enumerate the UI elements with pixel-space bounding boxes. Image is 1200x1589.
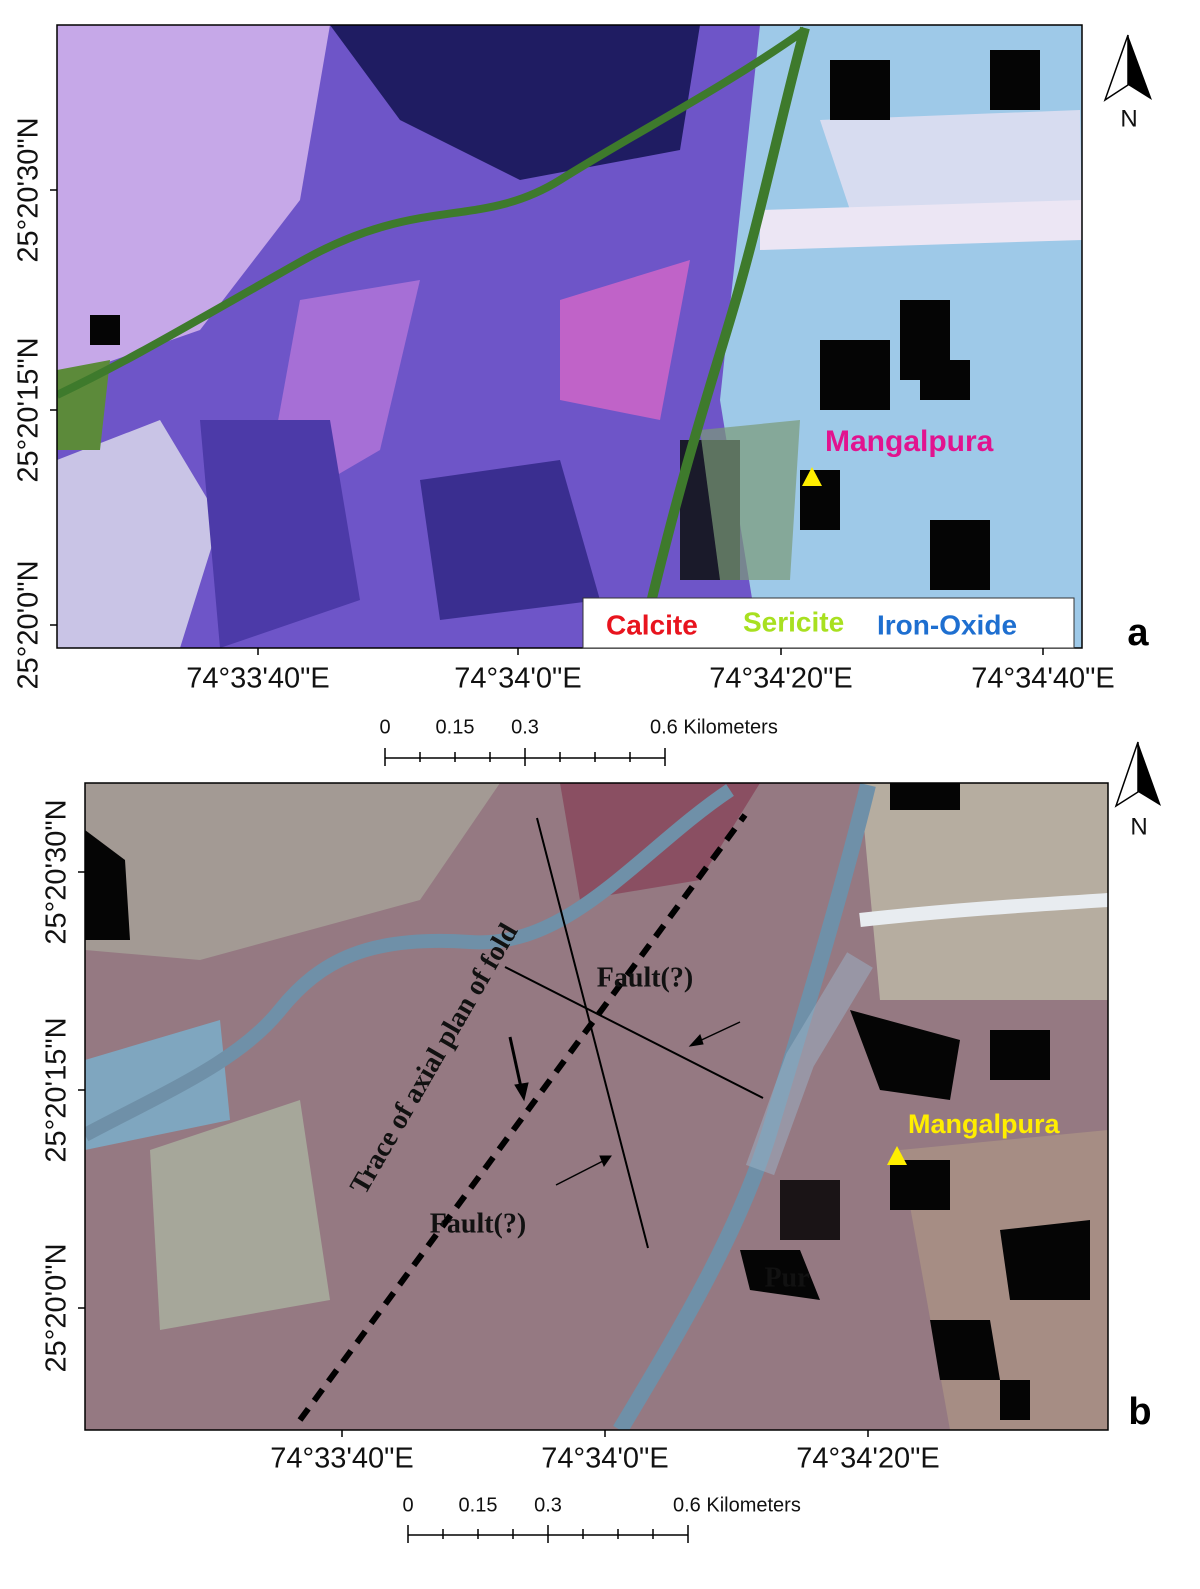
panel-letter: b	[1128, 1391, 1151, 1433]
fault-label: Fault(?)	[430, 1208, 526, 1239]
scale-label: 0.15	[459, 1494, 498, 1516]
lon-label: 74°34'20"E	[709, 663, 853, 695]
place-label: Mangalpura	[825, 425, 994, 458]
fault-line	[504, 966, 764, 1099]
map-frame	[84, 782, 1109, 1431]
scale-label: 0	[402, 1494, 413, 1516]
scale-bar	[384, 748, 666, 766]
lon-label: 74°34'0"E	[454, 663, 581, 695]
legend-item: Calcite	[606, 609, 698, 640]
scale-label: 0.3	[511, 716, 539, 738]
fault-label: Fault(?)	[597, 962, 693, 993]
axis-ticks-b	[78, 871, 869, 1437]
scale-bar	[407, 1525, 689, 1543]
north-arrow	[1103, 34, 1152, 102]
lat-label: 25°20'30"N	[13, 117, 45, 262]
satellite-image-b	[85, 783, 1108, 1430]
place-marker	[887, 1146, 907, 1165]
place-label: Pur	[764, 1262, 809, 1293]
place-label: Mangalpura	[908, 1109, 1061, 1139]
legend-item: Sericite	[743, 606, 844, 637]
lon-label: 74°34'40"E	[971, 663, 1115, 695]
lat-label: 25°20'30"N	[41, 799, 73, 944]
arrow	[508, 1021, 741, 1186]
north-label: N	[1130, 813, 1147, 840]
legend-item: Iron-Oxide	[877, 609, 1017, 640]
lon-label: 74°34'0"E	[541, 1443, 668, 1475]
north-label: N	[1120, 105, 1137, 132]
axis-ticks-a	[50, 189, 1044, 655]
scale-label: 0.3	[534, 1494, 562, 1516]
panel-letter: a	[1127, 612, 1149, 654]
lat-label: 25°20'0"N	[41, 1243, 73, 1372]
scale-label: 0.6 Kilometers	[673, 1494, 801, 1516]
map-frame	[56, 24, 1083, 649]
north-arrow	[1114, 741, 1161, 808]
lon-label: 74°33'40"E	[270, 1443, 414, 1475]
legend-box	[582, 597, 1075, 649]
scale-label: 0.15	[436, 716, 475, 738]
satellite-image-a	[57, 25, 1082, 648]
lon-label: 74°33'40"E	[186, 663, 330, 695]
place-marker	[802, 467, 822, 486]
scale-label: 0	[379, 716, 390, 738]
lon-label: 74°34'20"E	[796, 1443, 940, 1475]
fault-line	[536, 817, 649, 1249]
lat-label: 25°20'15"N	[41, 1017, 73, 1162]
lat-label: 25°20'15"N	[13, 337, 45, 482]
fold-trace	[297, 813, 748, 1422]
lat-label: 25°20'0"N	[13, 560, 45, 689]
scale-label: 0.6 Kilometers	[650, 716, 778, 738]
